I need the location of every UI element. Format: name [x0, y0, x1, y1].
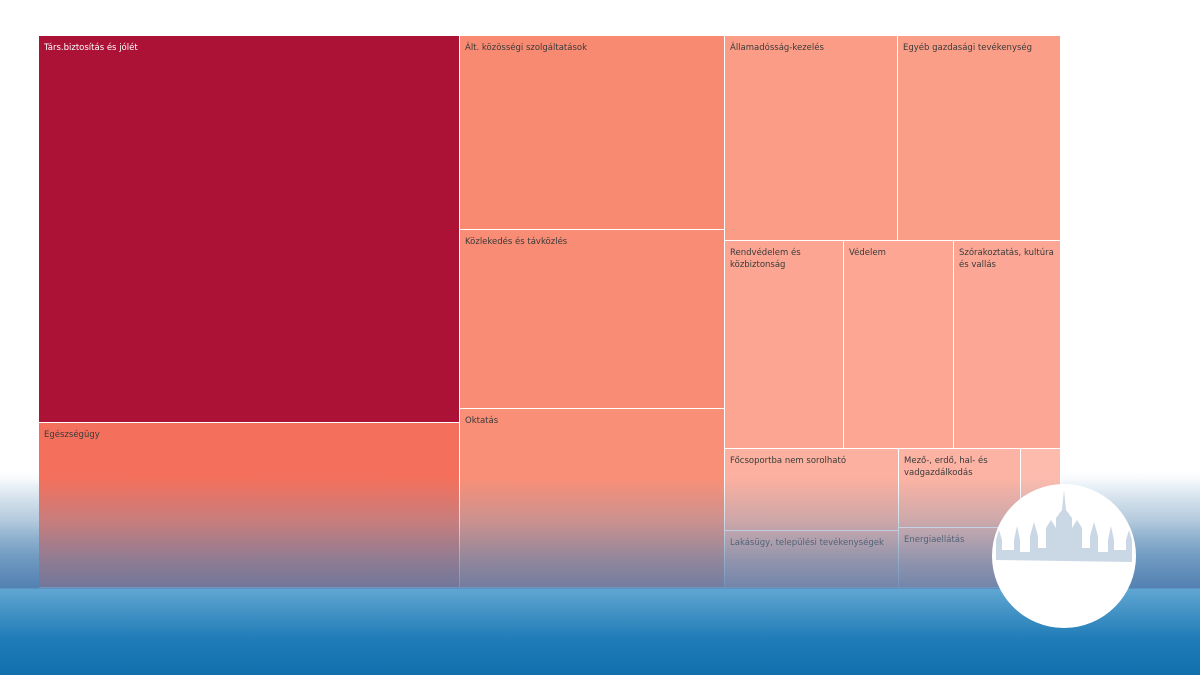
treemap-tile-label: Egészségügy — [44, 430, 100, 440]
treemap-tile[interactable]: Szórakoztatás, kultúra és vallás — [954, 241, 1061, 449]
treemap-tile[interactable]: Lakásügy, települési tevékenységek — [725, 531, 899, 588]
treemap-tile-label: Védelem — [849, 248, 886, 258]
treemap-tile[interactable]: Társ.biztosítás és jólét — [39, 36, 460, 423]
treemap-tile-label: Rendvédelem és közbiztonság — [730, 248, 801, 270]
parliament-emblem-icon — [992, 484, 1136, 628]
treemap-tile-label: Közlekedés és távközlés — [465, 237, 568, 247]
treemap-tile[interactable]: Egészségügy — [39, 423, 460, 588]
treemap-tile-label: Ált. közösségi szolgáltatások — [465, 43, 587, 53]
treemap-tile-label: Mező-, erdő, hal- és vadgazdálkodás — [904, 456, 988, 478]
treemap-tile[interactable]: Államadósság-kezelés — [725, 36, 898, 241]
treemap-tile-label: Szórakoztatás, kultúra és vallás — [959, 248, 1054, 270]
treemap-tile[interactable]: Közlekedés és távközlés — [460, 230, 725, 409]
treemap-tile[interactable]: Főcsoportba nem sorolható — [725, 449, 899, 531]
treemap-tile-label: Társ.biztosítás és jólét — [44, 43, 138, 53]
treemap-tile[interactable]: Oktatás — [460, 409, 725, 588]
treemap-tile-label: Lakásügy, települési tevékenységek — [730, 538, 884, 548]
treemap-tile-label: Oktatás — [465, 416, 499, 426]
treemap-tile-label: Főcsoportba nem sorolható — [730, 456, 847, 466]
treemap-tile[interactable]: Rendvédelem és közbiztonság — [725, 241, 844, 449]
treemap-tile[interactable]: Védelem — [844, 241, 954, 449]
treemap-tile[interactable]: Ált. közösségi szolgáltatások — [460, 36, 725, 230]
treemap-tile[interactable]: Egyéb gazdasági tevékenység — [898, 36, 1061, 241]
treemap-tile-label: Egyéb gazdasági tevékenység — [903, 43, 1033, 53]
treemap-tile-label: Államadósság-kezelés — [730, 43, 824, 53]
